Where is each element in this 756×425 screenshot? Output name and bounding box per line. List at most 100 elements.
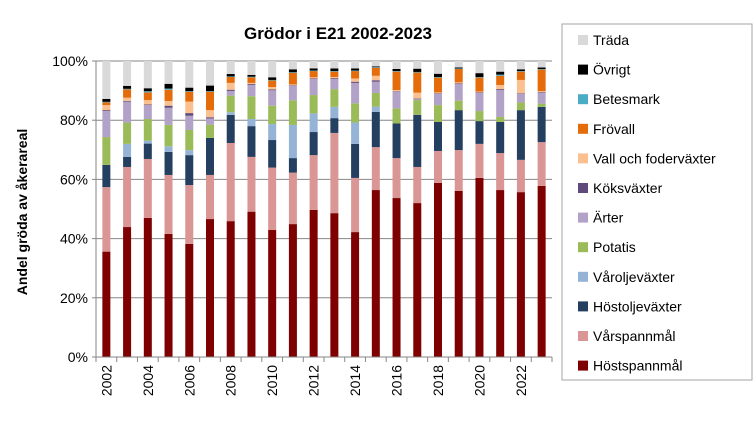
x-tick-label: 2002 xyxy=(98,365,114,396)
bar-segment xyxy=(247,84,256,97)
bar-segment xyxy=(185,185,194,244)
bar-segment xyxy=(185,91,194,92)
bar-segment xyxy=(164,89,173,101)
legend-swatch xyxy=(578,212,588,223)
bar-segment xyxy=(309,68,318,71)
bar-segment xyxy=(206,137,214,175)
bar-segment xyxy=(413,166,422,204)
bar-segment xyxy=(537,92,546,93)
bar-segment xyxy=(123,156,132,167)
bar-segment xyxy=(434,76,442,78)
bar-segment xyxy=(247,74,256,77)
bar-segment xyxy=(143,61,152,89)
bar-segment xyxy=(288,69,297,73)
bar-segment xyxy=(537,61,546,68)
x-tick-label: 2006 xyxy=(181,365,197,396)
bar-segment xyxy=(268,167,277,231)
bar-segment xyxy=(123,166,132,228)
bar-segment xyxy=(516,93,525,94)
bar-segment xyxy=(123,143,132,157)
bar-segment xyxy=(143,88,152,92)
legend-label: Betesmark xyxy=(593,91,661,107)
bar-segment xyxy=(496,75,505,85)
bar-segment xyxy=(288,224,297,357)
bar-segment xyxy=(454,110,463,151)
bar-segment xyxy=(247,211,256,357)
bar-segment xyxy=(537,142,546,186)
bar-segment xyxy=(454,67,463,69)
legend-swatch xyxy=(578,242,588,253)
legend-label: Vårspannmål xyxy=(593,328,676,344)
bar-segment xyxy=(413,61,422,69)
bar-segment xyxy=(226,95,235,113)
bar-segment xyxy=(516,102,525,111)
bar-segment xyxy=(454,150,463,191)
bar-segment xyxy=(330,71,339,77)
bar-segment xyxy=(288,72,297,73)
bar-segment xyxy=(164,174,173,234)
legend-label: Våroljeväxter xyxy=(593,269,675,285)
bar-segment xyxy=(164,100,173,106)
legend-swatch xyxy=(578,301,588,312)
bar-segment xyxy=(226,76,235,77)
bar-segment xyxy=(351,81,360,83)
y-tick-label: 100% xyxy=(52,53,88,69)
bar-segment xyxy=(475,111,484,122)
bar-segment xyxy=(392,123,401,159)
bar-segment xyxy=(475,177,484,357)
bar-segment xyxy=(516,71,525,72)
bar-segment xyxy=(123,101,132,123)
bar-segment xyxy=(185,91,194,102)
y-tick-label: 0% xyxy=(68,349,88,365)
legend-label: Övrigt xyxy=(593,61,630,78)
bar-segment xyxy=(413,71,422,73)
bar-segment xyxy=(434,93,442,94)
bar-segment xyxy=(434,121,442,151)
bar-segment xyxy=(330,89,339,107)
bar-segment xyxy=(371,106,380,112)
bar-segment xyxy=(351,103,360,123)
bar-segment xyxy=(288,72,297,85)
bar-segment xyxy=(351,82,360,104)
chart-title: Grödor i E21 2002-2023 xyxy=(244,24,432,43)
bar-segment xyxy=(351,71,360,79)
legend-swatch xyxy=(578,183,588,193)
bar-segment xyxy=(102,105,111,111)
bar-segment xyxy=(206,117,214,119)
bar-segment xyxy=(143,100,152,105)
bar-segment xyxy=(516,192,525,357)
bar-segment xyxy=(475,77,484,92)
legend-label: Höstoljeväxter xyxy=(593,298,682,314)
bar-segment xyxy=(330,68,339,72)
bar-segment xyxy=(454,84,463,101)
bar-segment xyxy=(226,89,235,91)
legend-swatch xyxy=(578,153,588,164)
bar-segment xyxy=(351,122,360,144)
legend-label: Träda xyxy=(593,32,629,48)
bar-segment xyxy=(392,198,401,357)
bar-segment xyxy=(268,87,277,90)
bar-segment xyxy=(185,150,194,156)
bar-segment xyxy=(309,70,318,72)
bar-segment xyxy=(206,61,214,86)
bar-segment xyxy=(164,83,173,89)
bar-segment xyxy=(392,68,401,72)
bar-segment xyxy=(309,155,318,210)
bar-segment xyxy=(309,95,318,114)
bar-segment xyxy=(288,85,297,86)
legend-label: Vall och foderväxter xyxy=(593,150,716,166)
bar-segment xyxy=(454,82,463,84)
legend-swatch xyxy=(578,64,588,75)
bar-segment xyxy=(434,182,442,357)
bar-segment xyxy=(496,71,505,75)
bar-segment xyxy=(330,78,339,80)
bar-segment xyxy=(475,92,484,93)
bar-segment xyxy=(330,213,339,357)
bar-segment xyxy=(102,61,111,99)
bar-segment xyxy=(206,110,214,118)
bar-segment xyxy=(143,119,152,141)
bar-segment xyxy=(164,88,173,90)
x-tick-label: 2018 xyxy=(430,365,446,396)
bar-segment xyxy=(351,68,360,71)
bar-segment xyxy=(288,100,297,125)
